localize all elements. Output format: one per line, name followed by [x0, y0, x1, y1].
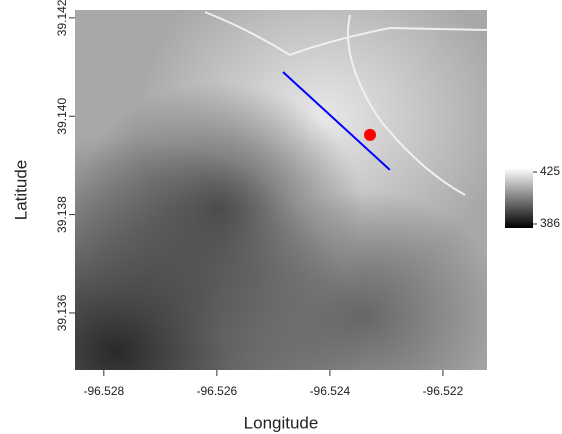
- y-tick-label: 39.142: [55, 0, 69, 36]
- y-axis-title: Latitude: [11, 160, 30, 221]
- y-tick-label: 39.140: [55, 98, 69, 135]
- point: [364, 128, 377, 141]
- x-tick-label: -96.526: [197, 384, 238, 398]
- raster: [75, 10, 488, 370]
- y-tick-label: 39.136: [55, 294, 69, 331]
- y-tick-label: 39.138: [55, 196, 69, 233]
- x-tick-label: -96.528: [83, 384, 124, 398]
- colorbar: [505, 168, 533, 228]
- colorbar-tick-label: 425: [540, 164, 560, 178]
- x-axis-title: Longitude: [244, 413, 319, 432]
- transect-line: [282, 71, 391, 171]
- colorbar-tick-label: 386: [540, 216, 560, 230]
- x-tick-label: -96.524: [310, 384, 351, 398]
- x-tick-label: -96.522: [423, 384, 464, 398]
